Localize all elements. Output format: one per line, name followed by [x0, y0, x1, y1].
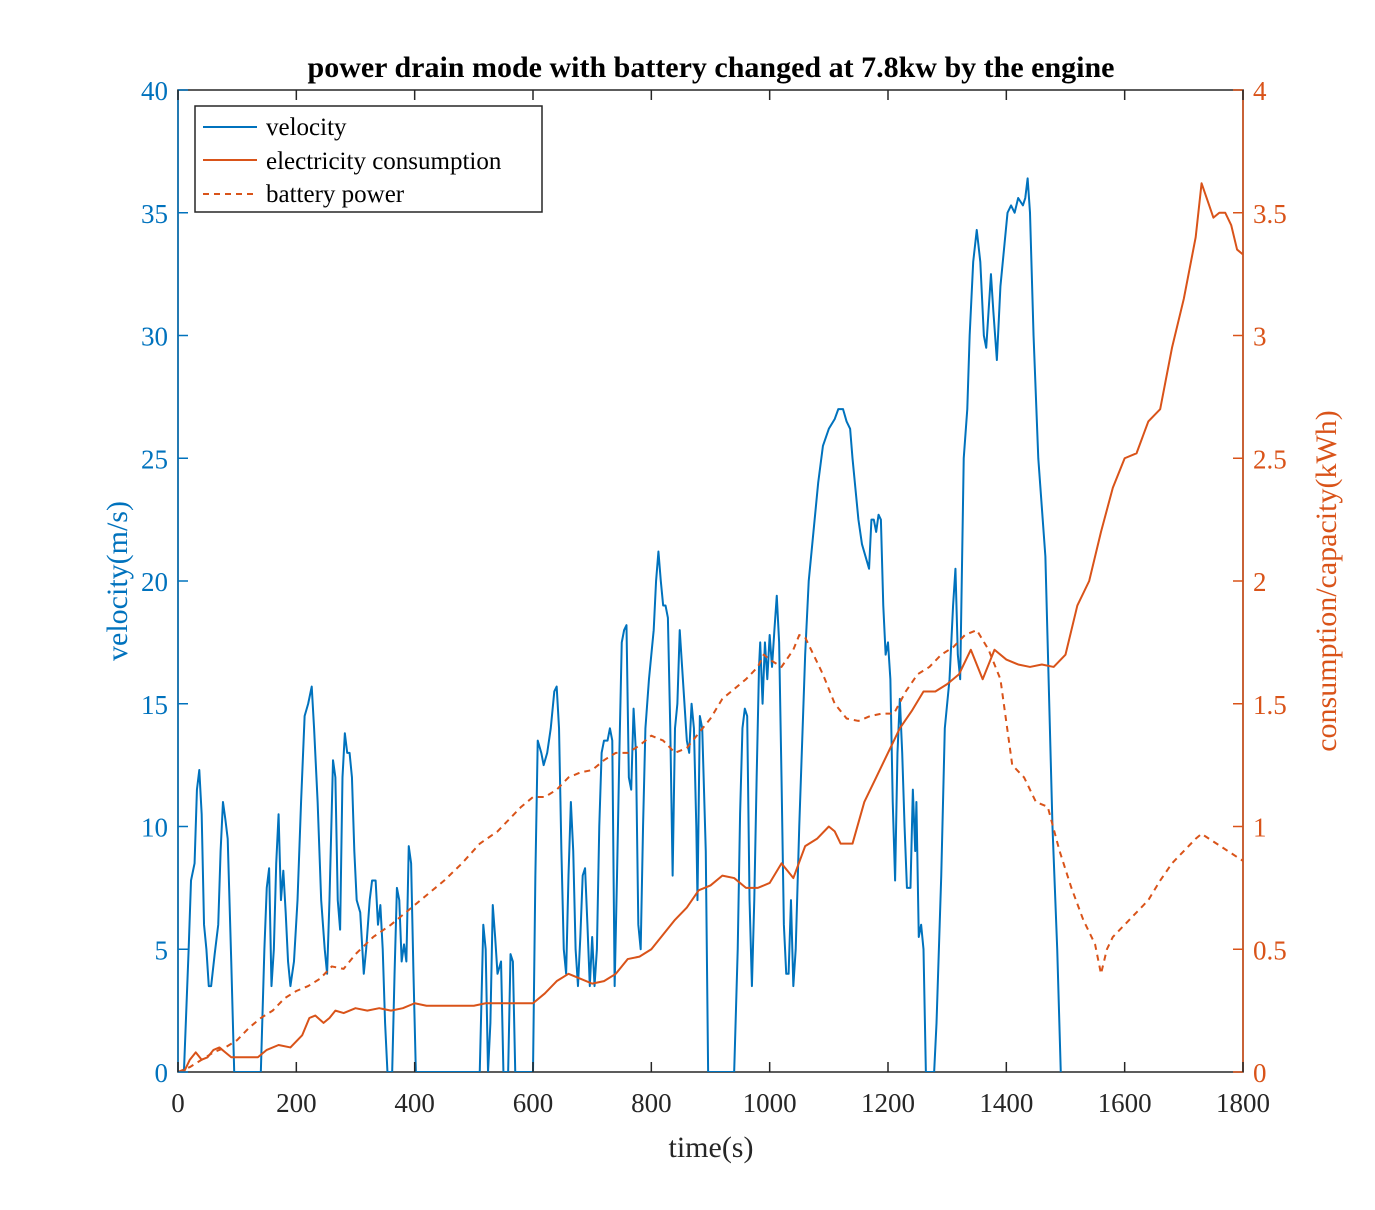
left-axis-label: velocity(m/s) [101, 501, 134, 661]
series-layer [178, 177, 1243, 1072]
left-tick-label: 0 [155, 1058, 169, 1088]
right-tick-label: 0.5 [1253, 935, 1287, 965]
series-line-velocity [178, 177, 1062, 1072]
x-axis-label: time(s) [669, 1131, 754, 1164]
x-tick-label: 0 [171, 1088, 185, 1118]
series-line-battery-power [178, 629, 1243, 1072]
left-tick-label: 15 [141, 690, 168, 720]
x-tick-label: 800 [631, 1088, 672, 1118]
x-tick-label: 1800 [1216, 1088, 1270, 1118]
x-tick-label: 1200 [861, 1088, 915, 1118]
right-tick-label: 3 [1253, 322, 1267, 352]
right-tick-label: 4 [1253, 76, 1267, 106]
chart-title: power drain mode with battery changed at… [308, 51, 1115, 84]
series-line-electricity-consumption [178, 182, 1243, 1072]
right-tick-label: 0 [1253, 1058, 1267, 1088]
legend-label-electricity-consumption: electricity consumption [266, 148, 502, 175]
x-tick-label: 1000 [743, 1088, 797, 1118]
left-tick-label: 20 [141, 567, 168, 597]
legend: velocity electricity consumption battery… [194, 105, 543, 213]
right-axis: 0 0.5 1 1.5 2 2.5 3 3.5 4 [1233, 76, 1287, 1088]
left-tick-label: 10 [141, 813, 168, 843]
x-tick-label: 600 [513, 1088, 554, 1118]
legend-label-battery-power: battery power [266, 181, 405, 208]
x-tick-label: 1600 [1098, 1088, 1152, 1118]
right-axis-label: consumption/capacity(kWh) [1310, 410, 1343, 752]
x-axis: 0 200 400 600 800 1000 1200 1400 1600 1800 [171, 90, 1270, 1118]
left-tick-label: 40 [141, 76, 168, 106]
x-tick-label: 1400 [979, 1088, 1033, 1118]
left-tick-label: 25 [141, 444, 168, 474]
right-tick-label: 1 [1253, 813, 1267, 843]
right-tick-label: 1.5 [1253, 690, 1287, 720]
right-tick-label: 2 [1253, 567, 1267, 597]
right-tick-label: 3.5 [1253, 199, 1287, 229]
left-tick-label: 5 [155, 935, 169, 965]
plot-area: 0 5 10 15 20 25 30 35 40 0 0.5 1 1.5 2 2.5 3 3.5 4 0 200 4… [141, 76, 1287, 1118]
right-tick-label: 2.5 [1253, 444, 1287, 474]
x-tick-label: 200 [276, 1088, 317, 1118]
left-tick-label: 35 [141, 199, 168, 229]
legend-label-velocity: velocity [266, 114, 347, 141]
x-tick-label: 400 [394, 1088, 435, 1118]
left-axis: 0 5 10 15 20 25 30 35 40 [141, 76, 188, 1088]
left-tick-label: 30 [141, 322, 168, 352]
